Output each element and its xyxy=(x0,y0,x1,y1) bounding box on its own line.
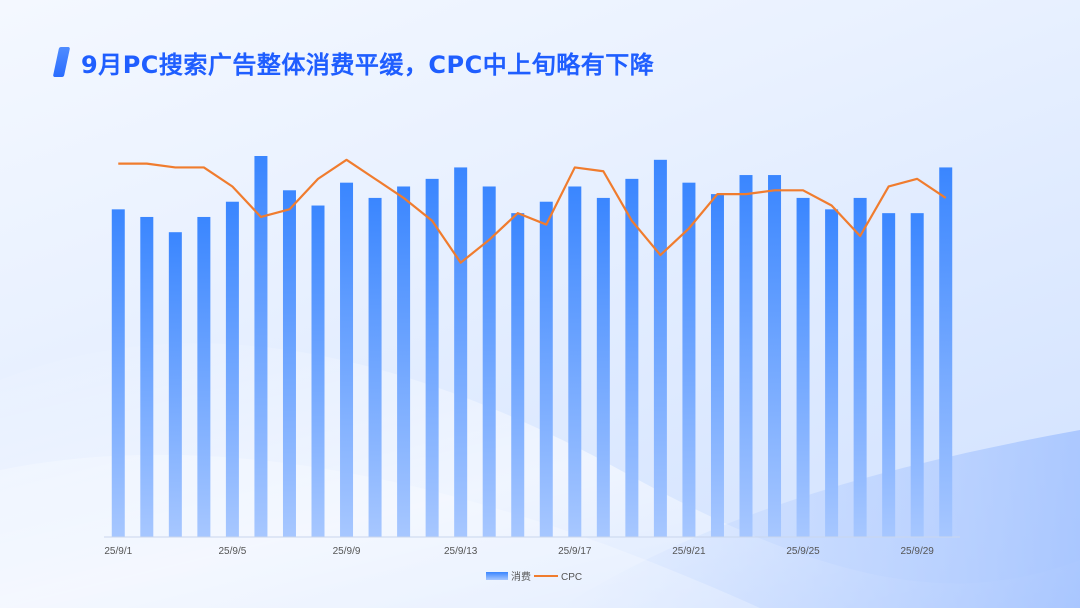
x-tick-label: 25/9/1 xyxy=(104,546,132,557)
x-tick-label: 25/9/25 xyxy=(786,546,820,557)
x-tick-label: 25/9/21 xyxy=(672,546,706,557)
legend-label-spend: 消费 xyxy=(511,570,531,583)
bar-25/9/14 xyxy=(482,186,496,538)
bar-25/9/27 xyxy=(853,197,867,537)
bar-25/9/8 xyxy=(311,205,325,537)
bar-25/9/9 xyxy=(340,182,354,538)
bar-25/9/10 xyxy=(368,197,382,537)
legend-bar-swatch xyxy=(486,572,508,580)
bar-25/9/17 xyxy=(568,186,582,538)
bar-25/9/26 xyxy=(825,209,839,537)
bar-25/9/18 xyxy=(596,197,610,537)
bar-25/9/28 xyxy=(882,213,896,537)
bar-25/9/6 xyxy=(254,156,268,537)
bar-25/9/3 xyxy=(168,232,182,537)
bar-25/9/2 xyxy=(140,216,154,537)
bar-25/9/16 xyxy=(539,201,553,537)
bar-25/9/12 xyxy=(425,178,439,538)
cpc-line xyxy=(118,158,947,264)
bar-25/9/30 xyxy=(939,167,953,537)
bar-25/9/24 xyxy=(768,175,782,538)
x-tick-label: 25/9/29 xyxy=(901,546,935,557)
x-tick-label: 25/9/13 xyxy=(444,546,478,557)
legend-label-cpc: CPC xyxy=(561,572,582,583)
bar-25/9/11 xyxy=(397,186,411,538)
title-bar: 9月PC搜索广告整体消费平缓，CPC中上旬略有下降 xyxy=(52,46,655,79)
bar-25/9/20 xyxy=(653,159,667,537)
bar-25/9/21 xyxy=(682,182,696,538)
page-title: 9月PC搜索广告整体消费平缓，CPC中上旬略有下降 xyxy=(81,50,655,79)
bar-25/9/22 xyxy=(710,194,724,537)
bar-25/9/1 xyxy=(111,209,125,537)
bar-25/9/4 xyxy=(197,216,211,537)
bar-25/9/7 xyxy=(282,190,296,538)
x-tick-label: 25/9/9 xyxy=(333,546,361,557)
bar-25/9/15 xyxy=(511,213,525,537)
bar-25/9/13 xyxy=(454,167,468,537)
bar-25/9/19 xyxy=(625,178,639,538)
bar-25/9/29 xyxy=(910,213,924,537)
x-tick-label: 25/9/17 xyxy=(558,546,592,557)
x-tick-label: 25/9/5 xyxy=(218,546,246,557)
bar-25/9/23 xyxy=(739,175,753,538)
bar-25/9/25 xyxy=(796,197,810,537)
bar-25/9/5 xyxy=(225,201,239,537)
